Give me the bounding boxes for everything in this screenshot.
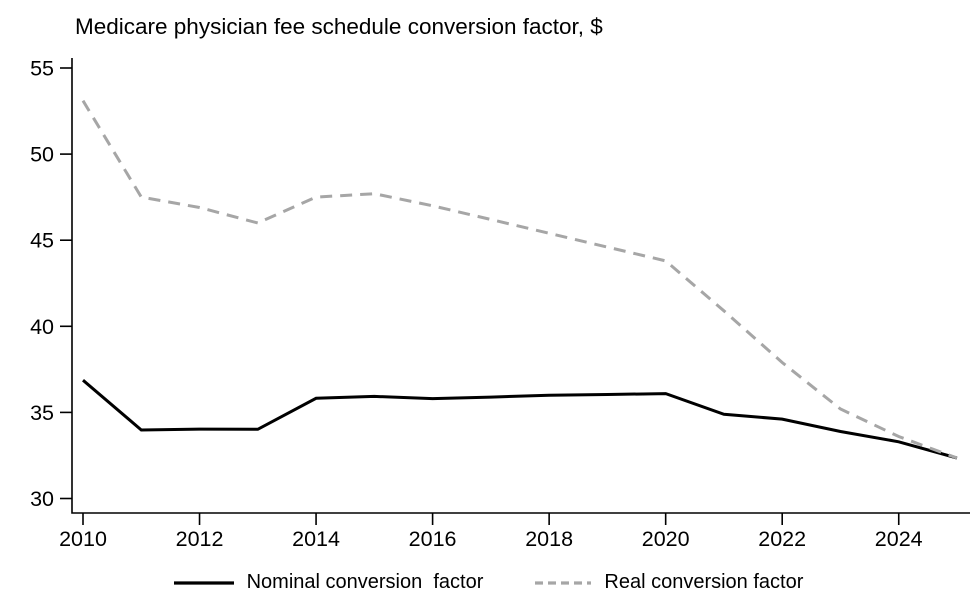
x-axis-tick-label-2010: 2010 <box>59 527 107 551</box>
y-axis-tick-label-30: 30 <box>30 487 54 511</box>
y-axis-tick-label-55: 55 <box>30 57 54 81</box>
real-line-sample-icon <box>535 580 592 585</box>
legend-item-real: Real conversion factor <box>535 571 803 594</box>
x-axis-tick-label-2014: 2014 <box>292 527 340 551</box>
x-axis-tick-label-2018: 2018 <box>525 527 573 551</box>
legend: Nominal conversion factor Real conversio… <box>0 571 977 594</box>
x-axis-tick-label-2016: 2016 <box>409 527 457 551</box>
y-axis-tick-label-50: 50 <box>30 143 54 167</box>
axes <box>71 58 970 514</box>
y-axis-tick-label-45: 45 <box>30 229 54 253</box>
y-axis-tick-label-35: 35 <box>30 401 54 425</box>
x-axis-tick-label-2024: 2024 <box>875 527 923 551</box>
x-axis-tick-label-2020: 2020 <box>642 527 690 551</box>
nominal-line-sample-icon <box>173 580 234 585</box>
legend-item-nominal: Nominal conversion factor <box>173 571 484 594</box>
nominal-conversion-line <box>82 379 958 460</box>
chart-title: Medicare physician fee schedule conversi… <box>75 14 603 39</box>
x-axis-tick-label-2022: 2022 <box>758 527 806 551</box>
x-axis-tick-label-2012: 2012 <box>176 527 224 551</box>
legend-label-real: Real conversion factor <box>604 571 804 593</box>
real-conversion-line <box>81 99 958 460</box>
legend-label-nominal: Nominal conversion factor <box>246 571 484 593</box>
plot-area: 30 35 40 45 50 55 2010 2012 2014 2016 2018 2020 2022… <box>30 57 970 551</box>
y-axis-tick-label-40: 40 <box>30 315 54 339</box>
